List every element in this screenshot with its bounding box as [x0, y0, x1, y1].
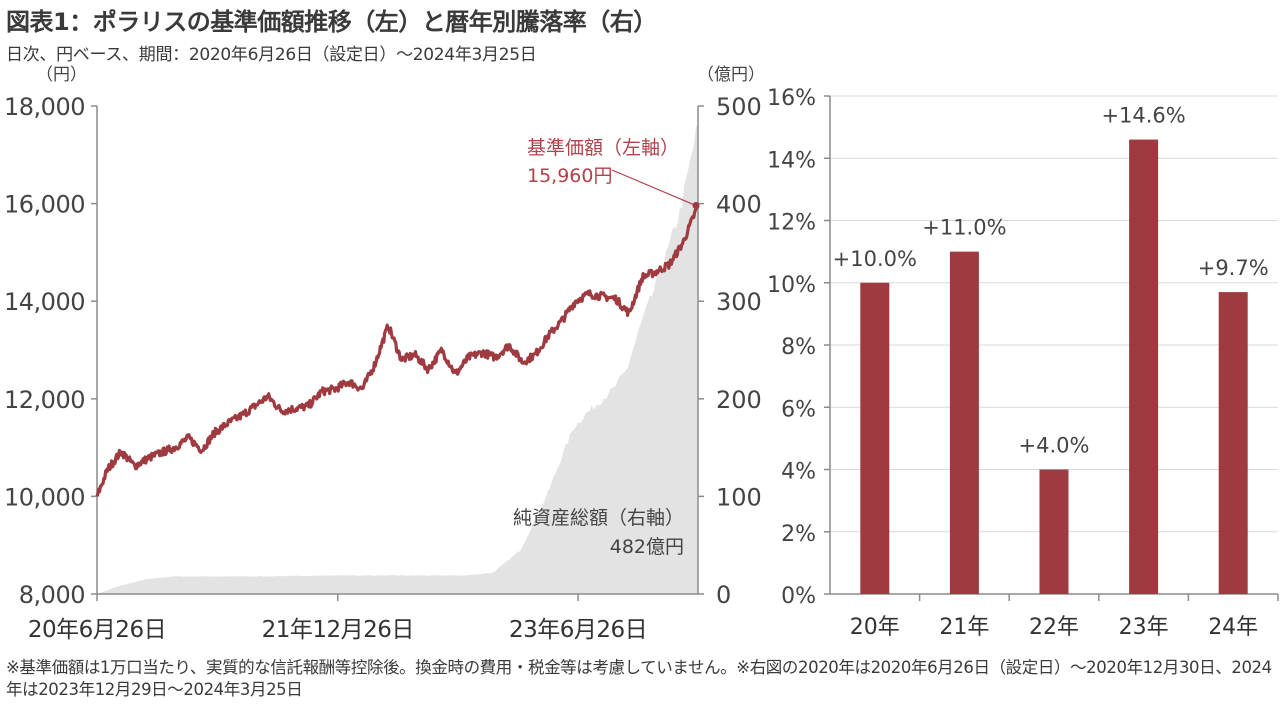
footnote: ※基準価額は1万口当たり、実質的な信託報酬等控除後。換金時の費用・税金等は考慮し… [6, 658, 1272, 699]
left-axis-unit: （円） [36, 65, 87, 85]
left-chart-axes: 8,000 10,000 12,000 14,000 16,000 18,000 0 100 2… [4, 93, 762, 643]
return-bar-value-label: +10.0% [833, 247, 917, 271]
bar-y-axis-tick-label: 10% [767, 273, 816, 298]
aum-area-series [97, 123, 698, 594]
right-axis-tick-label: 100 [716, 483, 762, 511]
nav-annotation-leader [611, 169, 697, 207]
right-axis-unit: （億円） [697, 65, 765, 85]
nav-endpoint-marker [692, 202, 700, 210]
return-bar [1039, 469, 1069, 594]
bar-y-axis-tick-label: 4% [781, 460, 816, 485]
bar-y-axis-tick-label: 2% [781, 522, 816, 547]
aum-annotation-label: 純資産総額（右軸） [513, 507, 684, 529]
chart-title: 図表1：ポラリスの基準価額推移（左）と暦年別騰落率（右） [6, 8, 657, 36]
x-axis-tick-label: 21年12月26日 [262, 617, 414, 643]
bar-y-axis-tick-label: 16% [767, 86, 816, 111]
x-axis-tick-label: 23年6月26日 [509, 617, 647, 643]
annual-return-bar-chart: 0% 2% 4% 6% 8% 10% 12% 14% 16% +10.0% 20年 +11.0% 21年… [767, 86, 1279, 640]
left-axis-tick-label: 14,000 [4, 288, 85, 316]
return-bar [860, 282, 890, 594]
left-axis-tick-label: 12,000 [4, 386, 85, 414]
aum-annotation-value: 482億円 [610, 536, 684, 558]
nav-line-series [95, 204, 700, 497]
return-bar-value-label: +14.6% [1101, 104, 1185, 128]
return-bar [949, 251, 979, 594]
chart-subtitle: 日次、円ベース、期間：2020年6月26日（設定日）～2024年3月25日 [6, 45, 537, 65]
right-axis-tick-label: 0 [716, 581, 731, 609]
right-axis-tick-label: 300 [716, 288, 762, 316]
right-axis-tick-label: 400 [716, 191, 762, 219]
right-axis-tick-label: 200 [716, 386, 762, 414]
nav-annotation-value: 15,960円 [527, 165, 612, 187]
bar-y-axis-tick-label: 12% [767, 211, 816, 236]
bar-y-axis-tick-label: 14% [767, 148, 816, 173]
bar-category-label: 23年 [1119, 615, 1169, 640]
bar-category-label: 22年 [1029, 615, 1079, 640]
bar-category-label: 20年 [850, 615, 900, 640]
return-bar-value-label: +9.7% [1198, 256, 1269, 280]
left-axis-tick-label: 16,000 [4, 191, 85, 219]
return-bar-value-label: +4.0% [1019, 434, 1090, 458]
right-axis-tick-label: 500 [716, 93, 762, 121]
left-axis-tick-label: 18,000 [4, 93, 85, 121]
bar-y-axis-tick-label: 6% [781, 397, 816, 422]
nav-annotation-label: 基準価額（左軸） [527, 137, 679, 159]
return-bar [1218, 292, 1248, 594]
bar-y-axis-tick-label: 8% [781, 335, 816, 360]
return-bar [1129, 139, 1159, 594]
bar-category-label: 21年 [939, 615, 989, 640]
bar-y-axis-tick-label: 0% [781, 584, 816, 609]
nav-aum-line-chart: 8,000 10,000 12,000 14,000 16,000 18,000 0 100 2… [4, 65, 765, 643]
return-bar-value-label: +11.0% [922, 216, 1006, 240]
left-axis-tick-label: 8,000 [19, 581, 85, 609]
left-axis-tick-label: 10,000 [4, 483, 85, 511]
x-axis-tick-label: 20年6月26日 [28, 617, 166, 643]
bar-category-label: 24年 [1208, 615, 1258, 640]
